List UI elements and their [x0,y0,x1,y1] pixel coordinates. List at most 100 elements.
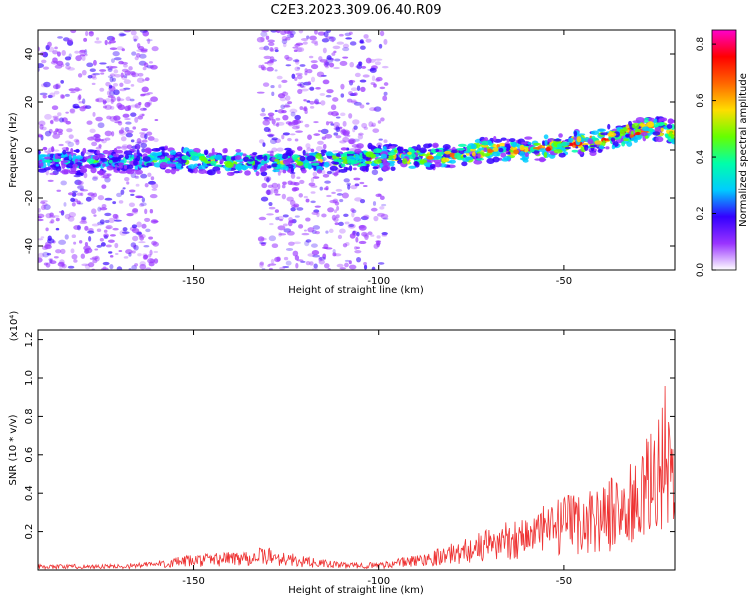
heatmap-cell [322,143,327,150]
snr-series-line [38,385,675,570]
heatmap-cell [426,155,435,160]
heatmap-cell [276,147,284,152]
heatmap-cell [128,252,132,257]
heatmap-cell [126,212,134,217]
heatmap-cell [137,253,142,257]
heatmap-cell [307,80,311,85]
heatmap-cell [70,160,74,165]
heatmap-cell [320,149,327,154]
heatmap-cell [305,217,311,222]
heatmap-cell [104,104,112,110]
heatmap-cell [607,132,617,137]
x-tick-label: -150 [182,576,205,587]
heatmap-cell [303,81,312,86]
heatmap-cell [275,117,281,121]
heatmap-cell [86,158,95,164]
heatmap-cell [281,110,287,114]
heatmap-cell [274,109,278,113]
heatmap-cell [78,240,83,244]
heatmap-cell [349,233,356,239]
heatmap-cell [335,126,341,133]
heatmap-cell [92,259,98,264]
heatmap-cell [65,111,69,114]
heatmap-cell [274,193,281,196]
heatmap-cell [140,93,147,96]
heatmap-cell [282,114,289,121]
heatmap-cell [124,126,130,132]
heatmap-cell [130,193,135,196]
heatmap-cell [303,229,307,232]
heatmap-cell [355,236,359,243]
heatmap-cell [267,134,274,138]
heatmap-cell [44,244,52,250]
heatmap-cell [367,142,373,150]
heatmap-cell [568,137,574,143]
heatmap-cell [310,200,316,204]
heatmap-cell [534,158,541,161]
heatmap-cell [305,239,312,243]
heatmap-cell [264,163,268,167]
heatmap-cell [330,104,337,111]
heatmap-cell [359,104,365,109]
heatmap-cell [139,235,145,241]
heatmap-cell [109,73,116,77]
heatmap-cell [99,219,105,225]
heatmap-cell [293,241,302,245]
heatmap-cell [571,149,579,153]
heatmap-cell [362,184,368,188]
colorbar-label: Normalized spectral amplitude [738,73,749,227]
heatmap-cell [320,128,329,135]
heatmap-cell [39,92,48,96]
heatmap-cell [349,41,357,46]
heatmap-cell [358,224,367,231]
heatmap-cell [92,176,98,181]
heatmap-cell [298,30,304,34]
heatmap-cell [225,155,231,161]
heatmap-cell [354,72,361,78]
heatmap-cell [96,244,103,248]
heatmap-cell [259,262,264,268]
heatmap-cell [67,215,75,222]
heatmap-cell [307,227,315,233]
heatmap-cell [287,101,293,105]
heatmap-cell [107,239,115,243]
heatmap-cell [259,167,265,173]
heatmap-cell [47,41,52,47]
heatmap-cell [260,196,269,202]
heatmap-cell [44,159,53,163]
heatmap-cell [356,246,360,250]
heatmap-cell [350,208,355,213]
heatmap-cell [86,120,93,125]
heatmap-cell [358,240,367,245]
heatmap-cell [91,256,99,260]
heatmap-cell [116,146,122,149]
heatmap-cell [500,152,507,158]
heatmap-cell [363,264,368,270]
heatmap-cell [113,69,119,74]
heatmap-cell [256,36,265,43]
heatmap-cell [102,163,106,167]
heatmap-cell [118,250,123,253]
heatmap-cell [308,182,316,187]
heatmap-cell [641,126,650,132]
heatmap-cell [38,208,41,213]
heatmap-cell [281,38,288,45]
heatmap-cell [598,145,605,150]
heatmap-cell [114,164,118,170]
heatmap-cell [305,261,311,266]
heatmap-cell [564,146,571,150]
heatmap-cell [333,66,340,70]
heatmap-cell [390,166,396,171]
heatmap-cell [144,133,148,140]
heatmap-cell [315,86,321,90]
heatmap-cell [367,231,373,236]
heatmap-cell [149,193,158,199]
heatmap-cell [51,105,59,111]
heatmap-cell [242,153,247,157]
heatmap-cell [153,220,159,223]
heatmap-cell [356,85,361,92]
heatmap-cell [288,30,294,35]
heatmap-cell [276,164,281,169]
heatmap-cell [377,120,382,124]
heatmap-cell [211,147,215,154]
